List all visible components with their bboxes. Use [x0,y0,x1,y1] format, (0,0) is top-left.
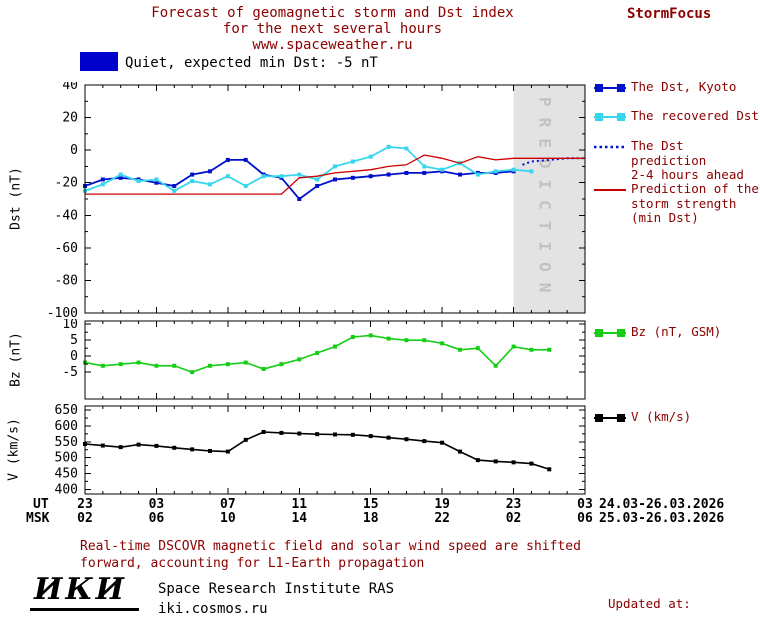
ut-date-range: 24.03-26.03.2026 [599,497,725,512]
svg-text:500: 500 [55,451,78,466]
svg-text:-20: -20 [55,176,78,191]
page-title: Forecast of geomagnetic storm and Dst in… [70,5,595,53]
iki-logo: ИКИ [30,572,139,611]
ut-row-tick-7: 03 [577,497,593,512]
quiet-status-label: Quiet, expected min Dst: -5 nT [125,55,378,71]
series-v-km-s- [84,431,550,471]
series-prediction-of-the-storm-strength-min-dst- [85,154,585,195]
ut-tick-row: UT 24.03-26.03.2026 23 03 07 11 15 19 23 03 [0,497,760,512]
msk-row-tick-4: 18 [362,511,379,526]
v-legend-icon [594,414,626,422]
series-the-recovered-dst [84,145,532,192]
updated-at-label: Updated at: [608,596,691,611]
msk-row-tick-5: 22 [434,511,450,526]
svg-text:550: 550 [55,435,78,450]
svg-text:-5: -5 [62,365,78,380]
legend-dst-kyoto: The Dst, Kyoto [594,79,737,95]
legend-bz-label: Bz (nT, GSM) [631,324,722,339]
svg-text:0: 0 [70,143,78,158]
ut-row-tick-3: 11 [291,497,308,512]
dst-chart: PREDICTION 40 20 0 -20 -40 -60 -80 -100 [47,82,586,318]
storm-strength-legend-icon [594,189,626,191]
svg-text:5: 5 [70,333,78,348]
title-line-1: Forecast of geomagnetic storm and Dst in… [151,5,514,21]
svg-text:20: 20 [62,111,78,126]
title-line-2: for the next several hours [222,21,443,37]
msk-row-tick-7: 06 [577,511,593,526]
legend-bz: Bz (nT, GSM) [594,324,722,340]
svg-text:40: 40 [62,82,78,93]
institute-site-link[interactable]: iki.cosmos.ru [158,601,268,617]
msk-row-tick-1: 06 [148,511,165,526]
legend-storm-strength-prediction: Prediction of the storm strength (min Ds… [594,181,759,226]
msk-row-tick-0: 02 [77,511,93,526]
ut-row-tick-4: 15 [362,497,379,512]
title-line-3: www.spaceweather.ru [252,37,413,53]
ut-row-tick-0: 23 [77,497,93,512]
propagation-note: Real-time DSCOVR magnetic field and sola… [80,538,581,572]
ut-row-tick-6: 23 [505,497,522,512]
svg-text:-80: -80 [55,273,78,288]
legend-dst-prediction: The Dst prediction 2-4 hours ahead [594,138,760,183]
ut-row-tick-5: 19 [434,497,450,512]
svg-text:650: 650 [55,404,78,418]
propagation-note-line-1: Real-time DSCOVR magnetic field and sola… [80,539,581,554]
svg-text:400: 400 [55,482,78,497]
legend-dst-prediction-label: The Dst prediction 2-4 hours ahead [631,138,744,182]
dst-prediction-legend-icon [594,145,626,149]
legend-v: V (km/s) [594,409,692,425]
updated-at-block: Updated at: UT 23:05, 25.03.2026 MSK 02:… [594,564,752,620]
v-axis-label: V (km/s) [6,418,22,481]
msk-row-tick-2: 10 [220,511,236,526]
dst-axis-label: Dst (nT) [8,167,24,230]
msk-row-tick-3: 14 [291,511,308,526]
institute-name: Space Research Institute RAS [158,581,395,597]
svg-text:600: 600 [55,419,78,434]
msk-row-tick-6: 02 [505,511,522,526]
svg-text:10: 10 [62,319,78,332]
quiet-status-color-box [80,52,118,71]
bz-legend-icon [594,329,626,337]
bz-axis-label: Bz (nT) [8,332,24,387]
legend-storm-strength-label: Prediction of the storm strength (min Ds… [631,181,759,225]
dst-kyoto-legend-icon [594,84,626,92]
legend-recovered-dst: The recovered Dst [594,108,759,124]
msk-row-label: MSK [26,511,50,526]
svg-text:-60: -60 [55,241,78,256]
svg-text:450: 450 [55,466,78,481]
recovered-dst-legend-icon [594,113,626,121]
legend-recovered-dst-label: The recovered Dst [631,108,759,123]
svg-text:-40: -40 [55,208,78,223]
svg-text:-100: -100 [47,306,78,318]
ut-row-tick-1: 03 [148,497,165,512]
prediction-band-label: PREDICTION [535,97,554,303]
msk-tick-row: MSK 25.03-26.03.2026 02 06 10 14 18 22 02 06 [0,511,760,526]
brand-stormfocus: StormFocus [627,6,712,22]
ut-row-tick-2: 07 [220,497,236,512]
legend-v-label: V (km/s) [631,409,692,424]
prediction-band [513,85,585,313]
msk-date-range: 25.03-26.03.2026 [599,511,725,526]
legend-dst-kyoto-label: The Dst, Kyoto [631,79,737,94]
propagation-note-line-2: forward, accounting for L1-Earth propaga… [80,556,425,571]
ut-row-label: UT [33,497,49,512]
svg-text:0: 0 [70,349,78,364]
